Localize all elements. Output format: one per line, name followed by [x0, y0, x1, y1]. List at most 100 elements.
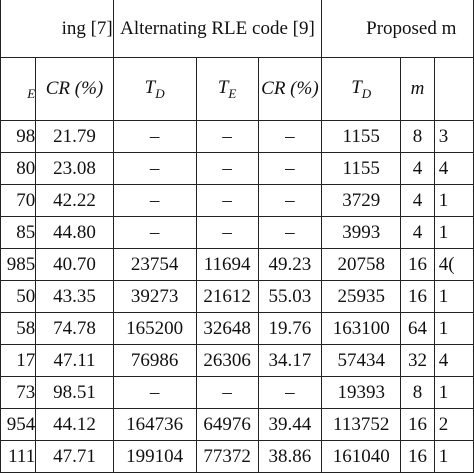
table-cell: 58	[0, 312, 37, 345]
table-cell: 1155	[321, 120, 402, 153]
table-cell: 21612	[195, 280, 259, 313]
table-cell: 8	[400, 376, 435, 409]
table-cell: 42.22	[35, 184, 114, 217]
table-cell: –	[257, 184, 323, 217]
table-cell: 23.08	[35, 152, 114, 185]
table-cell: 3993	[321, 216, 402, 249]
header-subscript: E	[228, 85, 237, 101]
column-header	[433, 57, 474, 121]
table-cell: 98.51	[35, 376, 114, 409]
table-cell: –	[257, 216, 323, 249]
table-cell: 16	[400, 408, 435, 441]
table-cell: 40.70	[35, 248, 114, 281]
table-cell: 21.79	[35, 120, 114, 153]
column-header: TE	[195, 57, 259, 121]
header-subscript: E	[27, 85, 36, 101]
table-cell: –	[112, 152, 197, 185]
table-cell: 954	[0, 408, 37, 441]
table-row: 17 47.11 76986 26306 34.17 57434 32 4	[0, 344, 474, 377]
column-header: TD	[321, 57, 402, 121]
column-header: TD	[112, 57, 197, 121]
header-text: T	[144, 76, 156, 98]
table-cell: 3	[433, 120, 474, 153]
table-cell: 1155	[321, 152, 402, 185]
table-cell: 44.80	[35, 216, 114, 249]
table-cell: 1	[433, 184, 474, 217]
table-cell: 111	[0, 440, 37, 473]
table-row: 98 21.79– – –1155 8 3	[0, 120, 474, 153]
column-header: m	[400, 57, 435, 121]
table-cell: 165200	[112, 312, 197, 345]
table-cell: –	[195, 120, 259, 153]
table-cell: –	[112, 184, 197, 217]
table-cell: –	[112, 376, 197, 409]
group-header: Proposed m	[321, 0, 474, 58]
table-cell: 4	[400, 216, 435, 249]
table-cell: 1	[433, 376, 474, 409]
table-cell: 34.17	[257, 344, 323, 377]
table-row: 954 44.12 164736 64976 39.44 113752 16 2	[0, 408, 474, 441]
table-cell: 76986	[112, 344, 197, 377]
header-text: T	[217, 76, 229, 98]
table-cell: –	[257, 152, 323, 185]
table-cell: 4	[433, 152, 474, 185]
table-cell: 64976	[195, 408, 259, 441]
table-cell: 77372	[195, 440, 259, 473]
table-row: 58 74.78 165200 32648 19.76 163100 64 1	[0, 312, 474, 345]
table-cell: 161040	[321, 440, 402, 473]
header-text: CR (%)	[261, 78, 319, 99]
table-cell: 113752	[321, 408, 402, 441]
table-cell: 164736	[112, 408, 197, 441]
table-row: 985 40.70 23754 11694 49.23 20758 16 4(	[0, 248, 474, 281]
table-cell: 49.23	[257, 248, 323, 281]
table-cell: 55.03	[257, 280, 323, 313]
header-text: T	[351, 76, 362, 98]
table-cell: 16	[400, 440, 435, 473]
table-cell: 85	[0, 216, 37, 249]
table-cell: 4	[400, 152, 435, 185]
header-subscript: D	[155, 85, 165, 101]
group-header-row: ing [7] Alternating RLE code [9] Propose…	[0, 0, 474, 58]
table-cell: –	[195, 184, 259, 217]
table-row: 50 43.35 39273 21612 55.03 25935 16 1	[0, 280, 474, 313]
table-cell: 98	[0, 120, 37, 153]
table-cell: 25935	[321, 280, 402, 313]
table-cell: –	[112, 120, 197, 153]
table-cell: –	[112, 216, 197, 249]
table-cell: 70	[0, 184, 37, 217]
header-subscript: D	[361, 85, 372, 101]
table-row: 85 44.80– – –3993 4 1	[0, 216, 474, 249]
table-cell: –	[195, 216, 259, 249]
table-cell: 32648	[195, 312, 259, 345]
table-cell: 1	[433, 312, 474, 345]
table-cell: 1	[433, 280, 474, 313]
table-cell: 32	[400, 344, 435, 377]
table-cell: 1	[433, 216, 474, 249]
table-cell: 4	[433, 344, 474, 377]
header-text: CR (%)	[45, 78, 104, 99]
table-cell: 44.12	[35, 408, 114, 441]
column-header-row: E CR (%) TD TE CR (%) TD m	[0, 57, 474, 121]
group-header: Alternating RLE code [9]	[112, 0, 323, 58]
table-cell: 11694	[195, 248, 259, 281]
table-cell: 57434	[321, 344, 402, 377]
table-cell: 39.44	[257, 408, 323, 441]
table-body: 98 21.79– – –1155 8 3 80 23.08– – –1155 4 4 70 42.22–…	[0, 120, 474, 473]
table-cell: 163100	[321, 312, 402, 345]
table-cell: 8	[400, 120, 435, 153]
table-cell: 80	[0, 152, 37, 185]
table-cell: 4	[400, 184, 435, 217]
table-cell: 23754	[112, 248, 197, 281]
table-cell: 74.78	[35, 312, 114, 345]
table-row: 111 47.71 199104 77372 38.86 161040 16 1	[0, 440, 474, 473]
table-cell: 26306	[195, 344, 259, 377]
table-cell: 1	[433, 440, 474, 473]
table-cell: 47.11	[35, 344, 114, 377]
table-cell: 50	[0, 280, 37, 313]
table-cell: 17	[0, 344, 37, 377]
table-cell: 19.76	[257, 312, 323, 345]
table-cell: 16	[400, 248, 435, 281]
table-cell: –	[195, 376, 259, 409]
